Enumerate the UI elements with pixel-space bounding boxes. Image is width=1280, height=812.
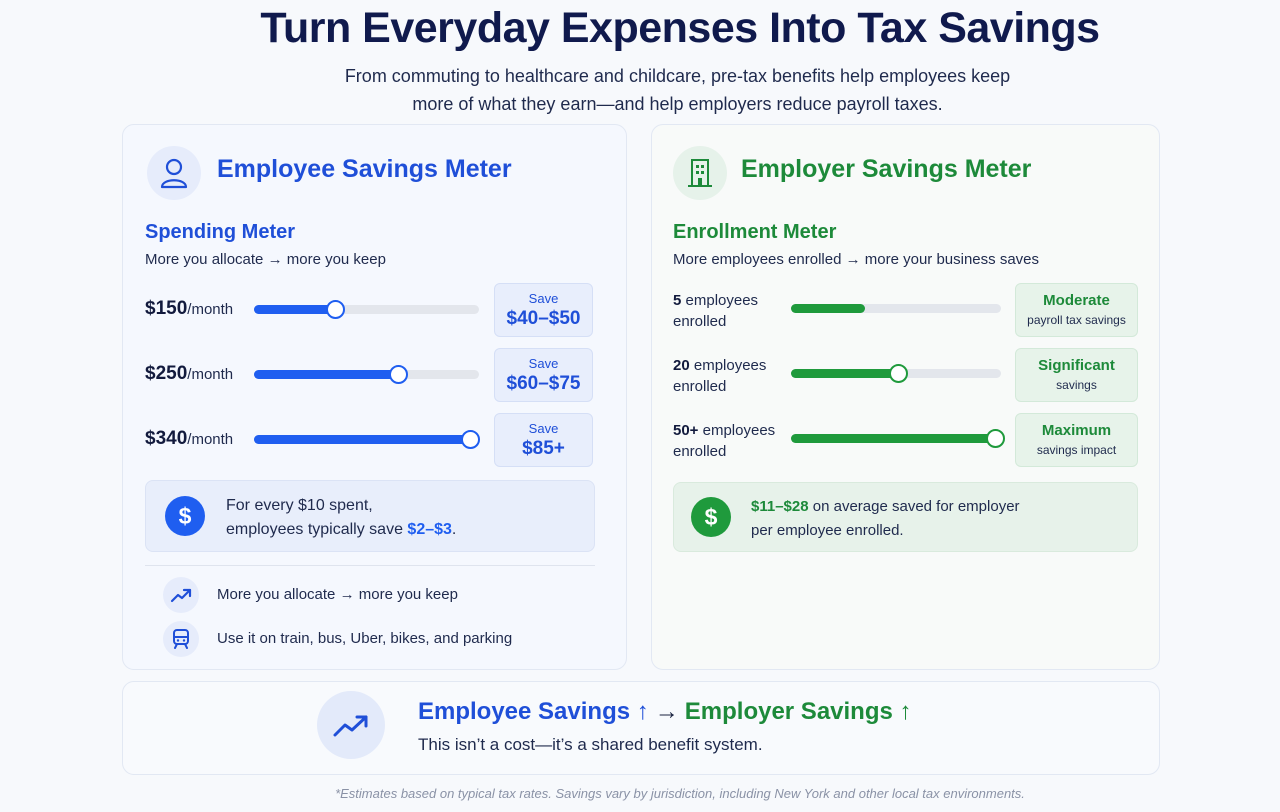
- page-title: Turn Everyday Expenses Into Tax Savings: [260, 4, 1100, 52]
- dollar-icon: $: [691, 497, 731, 537]
- tip-item: Use it on train, bus, Uber, bikes, and p…: [163, 621, 583, 659]
- slider-thumb[interactable]: [985, 429, 1005, 448]
- slider-fill: [254, 370, 398, 379]
- page-subtitle: From commuting to healthcare and childca…: [0, 62, 1280, 118]
- banner-subtext: This isn’t a cost—it’s a shared benefit …: [418, 735, 763, 754]
- slider-thumb[interactable]: [326, 300, 345, 319]
- employer-savings-panel: Employer Savings Meter Enrollment Meter …: [651, 124, 1160, 670]
- slider-fill: [791, 304, 865, 313]
- savings-level: Significant savings: [1015, 348, 1138, 402]
- slider-thumb[interactable]: [889, 364, 909, 383]
- enrollment-count: 5 employees enrolled: [673, 292, 759, 330]
- subtitle-line-1: From commuting to healthcare and childca…: [344, 66, 1011, 86]
- spending-slider[interactable]: [254, 365, 479, 384]
- spending-meter-title: Spending Meter: [145, 221, 296, 243]
- spending-row: $250/month Save $60–$75: [123, 348, 626, 404]
- slider-thumb[interactable]: [389, 365, 408, 384]
- enrollment-row: 20 employees enrolled Significant savings: [652, 348, 1159, 404]
- trend-up-icon: [317, 691, 385, 759]
- shared-benefit-banner: Employee Savings ↑ → Employer Savings ↑ Th…: [122, 681, 1160, 775]
- user-icon: [147, 146, 201, 200]
- spending-meter-subtitle: More you allocate → more you keep: [145, 251, 386, 268]
- slider-fill: [791, 369, 899, 378]
- tip-item: More you allocate → more you keep: [163, 577, 583, 615]
- slider-fill: [254, 305, 335, 314]
- enrollment-row: 5 employees enrolled Moderate payroll tax …: [652, 283, 1159, 339]
- slider-thumb[interactable]: [461, 430, 480, 449]
- dollar-icon: $: [165, 496, 205, 536]
- save-estimate: Save $60–$75: [494, 348, 593, 402]
- divider: [145, 565, 595, 566]
- enrollment-slider[interactable]: [791, 429, 1005, 448]
- savings-level: Moderate payroll tax savings: [1015, 283, 1138, 337]
- slider-fill: [791, 434, 995, 443]
- slider-fill: [254, 435, 470, 444]
- save-estimate: Save $85+: [494, 413, 593, 467]
- savings-level: Maximum savings impact: [1015, 413, 1138, 467]
- spending-amount: $150/month: [145, 298, 234, 319]
- spending-row: $150/month Save $40–$50: [123, 283, 626, 339]
- spending-slider[interactable]: [254, 430, 480, 449]
- employee-savings-panel: Employee Savings Meter Spending Meter Mo…: [122, 124, 627, 670]
- enrollment-row: 50+ employees enrolled Maximum savings imp…: [652, 413, 1159, 469]
- employee-savings-callout: $ For every $10 spent, employees typical…: [145, 480, 595, 552]
- employer-panel-title: Employer Savings Meter: [741, 155, 1032, 183]
- spending-amount: $250/month: [145, 363, 234, 384]
- employer-savings-callout: $ $11–$28 on average saved for employer …: [673, 482, 1138, 552]
- enrollment-count: 50+ employees enrolled: [673, 422, 776, 460]
- save-estimate: Save $40–$50: [494, 283, 593, 337]
- trend-up-icon: [163, 577, 199, 613]
- spending-row: $340/month Save $85+: [123, 413, 626, 469]
- callout-text: $11–$28 on average saved for employer pe…: [751, 498, 1020, 539]
- enrollment-slider[interactable]: [791, 364, 1001, 383]
- enrollment-meter-title: Enrollment Meter: [673, 221, 837, 243]
- enrollment-count: 20 employees enrolled: [673, 357, 767, 395]
- enrollment-meter-subtitle: More employees enrolled → more your busi…: [673, 251, 1039, 268]
- employee-panel-title: Employee Savings Meter: [217, 155, 512, 183]
- banner-heading: Employee Savings ↑ → Employer Savings ↑: [418, 698, 912, 725]
- enrollment-slider[interactable]: [791, 304, 1001, 313]
- spending-amount: $340/month: [145, 428, 234, 449]
- train-icon: [163, 621, 199, 657]
- footnote: *Estimates based on typical tax rates. S…: [335, 786, 1025, 801]
- callout-text: For every $10 spent, employees typically…: [226, 497, 457, 538]
- spending-slider[interactable]: [254, 300, 479, 319]
- building-icon: [673, 146, 727, 200]
- subtitle-line-2: more of what they earn—and help employer…: [412, 94, 943, 114]
